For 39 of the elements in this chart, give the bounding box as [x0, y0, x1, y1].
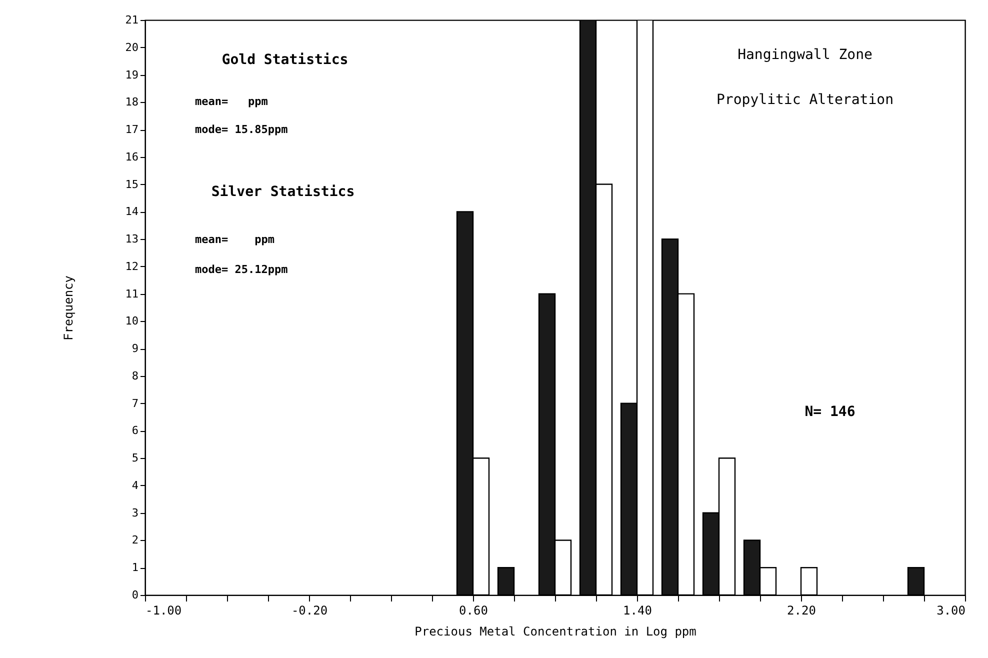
- y-tick-label: 13: [125, 232, 138, 246]
- annotation: mean= ppm: [195, 233, 275, 246]
- y-tick-label: 5: [132, 452, 138, 465]
- y-tick-label: 18: [125, 96, 138, 109]
- x-tick-label: 0.60: [459, 604, 488, 618]
- y-tick-label: 3: [132, 506, 138, 520]
- y-tick-label: 9: [132, 342, 138, 356]
- annotation: mode= 25.12ppm: [195, 263, 288, 276]
- x-tick-label: 2.20: [787, 604, 816, 618]
- x-axis-title: Precious Metal Concentration in Log ppm: [414, 624, 696, 638]
- y-tick-label: 21: [125, 14, 138, 26]
- y-tick-label: 16: [125, 150, 138, 164]
- y-tick-label: 1: [132, 561, 138, 574]
- y-tick-label: 12: [125, 260, 138, 273]
- annotation: Gold Statistics: [222, 52, 348, 68]
- annotation: N= 146: [804, 404, 856, 420]
- annotation: Hangingwall Zone: [738, 47, 872, 63]
- y-tick-label: 6: [132, 424, 138, 438]
- y-tick-label: 15: [125, 178, 138, 191]
- annotation: Propylitic Alteration: [716, 92, 894, 108]
- x-tick-label: -0.20: [291, 604, 328, 618]
- y-axis-title: Frequency: [61, 275, 76, 341]
- y-tick-label: 2: [132, 534, 138, 547]
- annotation: mean= ppm: [195, 95, 268, 108]
- y-tick-label: 19: [125, 68, 138, 82]
- y-tick-label: 11: [125, 287, 138, 300]
- x-tick-label: 3.00: [936, 604, 966, 618]
- x-tick-label: -1.00: [146, 604, 182, 618]
- y-tick-label: 8: [132, 369, 138, 382]
- annotation: mode= 15.85ppm: [195, 123, 288, 136]
- annotation: Silver Statistics: [211, 184, 355, 200]
- y-tick-label: 17: [125, 123, 138, 136]
- y-tick-label: 20: [125, 40, 138, 54]
- y-tick-label: 10: [125, 314, 138, 328]
- x-tick-label: 1.40: [623, 604, 652, 618]
- y-tick-label: 7: [132, 396, 138, 410]
- y-tick-label: 14: [125, 205, 139, 218]
- y-tick-label: 4: [132, 478, 139, 492]
- y-tick-label: 0: [132, 588, 138, 602]
